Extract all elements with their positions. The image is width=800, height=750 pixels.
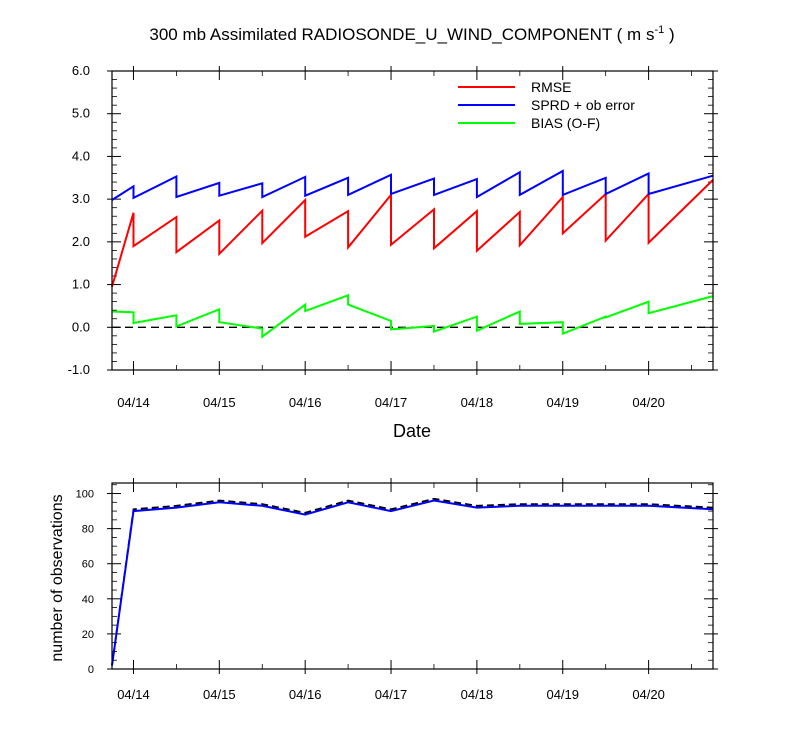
- series-line-rmse: [111, 179, 714, 287]
- x-tick-label: 04/19: [546, 687, 579, 702]
- y-tick-label: 1.0: [72, 277, 90, 292]
- y-tick-label: 0: [88, 664, 94, 676]
- y-tick-label: 80: [82, 524, 94, 536]
- bottom-ticks: [107, 478, 718, 674]
- bottom-chart: 0 20 40 60 80 100 04/14 04/15 04/16 04/17 04/18 04/…: [76, 478, 718, 702]
- top-plot-frame: [111, 70, 714, 371]
- x-tick-label: 04/18: [461, 395, 494, 410]
- bottom-plot-frame: [111, 482, 714, 670]
- x-tick-label: 04/20: [632, 395, 665, 410]
- series-line-observations-dashed: [111, 497, 714, 666]
- legend-label: RMSE: [531, 79, 571, 95]
- y-tick-label: -1.0: [68, 362, 90, 377]
- series-line-bias-o-f: [111, 293, 714, 339]
- title-superscript: -1: [654, 24, 664, 36]
- bottom-series: [111, 497, 714, 666]
- x-tick-label: 04/15: [203, 395, 236, 410]
- y-tick-label: 4.0: [72, 148, 90, 163]
- y-tick-label: 20: [82, 629, 94, 641]
- x-tick-label: 04/15: [203, 687, 236, 702]
- y-tick-label: 5.0: [72, 106, 90, 121]
- series-line-sprd-ob-error: [111, 169, 714, 201]
- x-tick-label: 04/14: [117, 687, 150, 702]
- x-tick-label: 04/17: [375, 395, 408, 410]
- top-legend: RMSE SPRD + ob error BIAS (O-F): [458, 79, 635, 131]
- x-tick-label: 04/16: [289, 395, 322, 410]
- series-line-observations: [111, 499, 714, 666]
- y-tick-label: 2.0: [72, 234, 90, 249]
- legend-label: BIAS (O-F): [531, 115, 600, 131]
- title-end: ): [664, 25, 674, 44]
- y-tick-label: 6.0: [72, 63, 90, 78]
- y-tick-label: 0.0: [72, 319, 90, 334]
- top-series: [111, 169, 714, 339]
- x-tick-label: 04/20: [632, 687, 665, 702]
- legend-label: SPRD + ob error: [531, 97, 635, 113]
- x-tick-label: 04/19: [546, 395, 579, 410]
- x-tick-label: 04/17: [375, 687, 408, 702]
- bottom-y-axis-label: number of observations: [49, 494, 66, 661]
- x-tick-label: 04/18: [461, 687, 494, 702]
- y-tick-label: 3.0: [72, 191, 90, 206]
- y-tick-label: 100: [76, 489, 94, 501]
- top-chart: -1.0 0.0 1.0 2.0 3.0 4.0 5.0 6.0 04/14 04/15 04/16…: [68, 63, 718, 410]
- top-chart-title: 300 mb Assimilated RADIOSONDE_U_WIND_COM…: [149, 24, 674, 44]
- top-tick-labels: -1.0 0.0 1.0 2.0 3.0 4.0 5.0 6.0 04/14 04/15 04/16…: [68, 63, 665, 410]
- y-tick-label: 40: [82, 594, 94, 606]
- x-tick-label: 04/16: [289, 687, 322, 702]
- top-x-axis-label: Date: [393, 421, 431, 441]
- bottom-tick-labels: 0 20 40 60 80 100 04/14 04/15 04/16 04/17 04/18 04/…: [76, 489, 665, 702]
- title-main: 300 mb Assimilated RADIOSONDE_U_WIND_COM…: [149, 25, 654, 44]
- x-tick-label: 04/14: [117, 395, 150, 410]
- y-tick-label: 60: [82, 559, 94, 571]
